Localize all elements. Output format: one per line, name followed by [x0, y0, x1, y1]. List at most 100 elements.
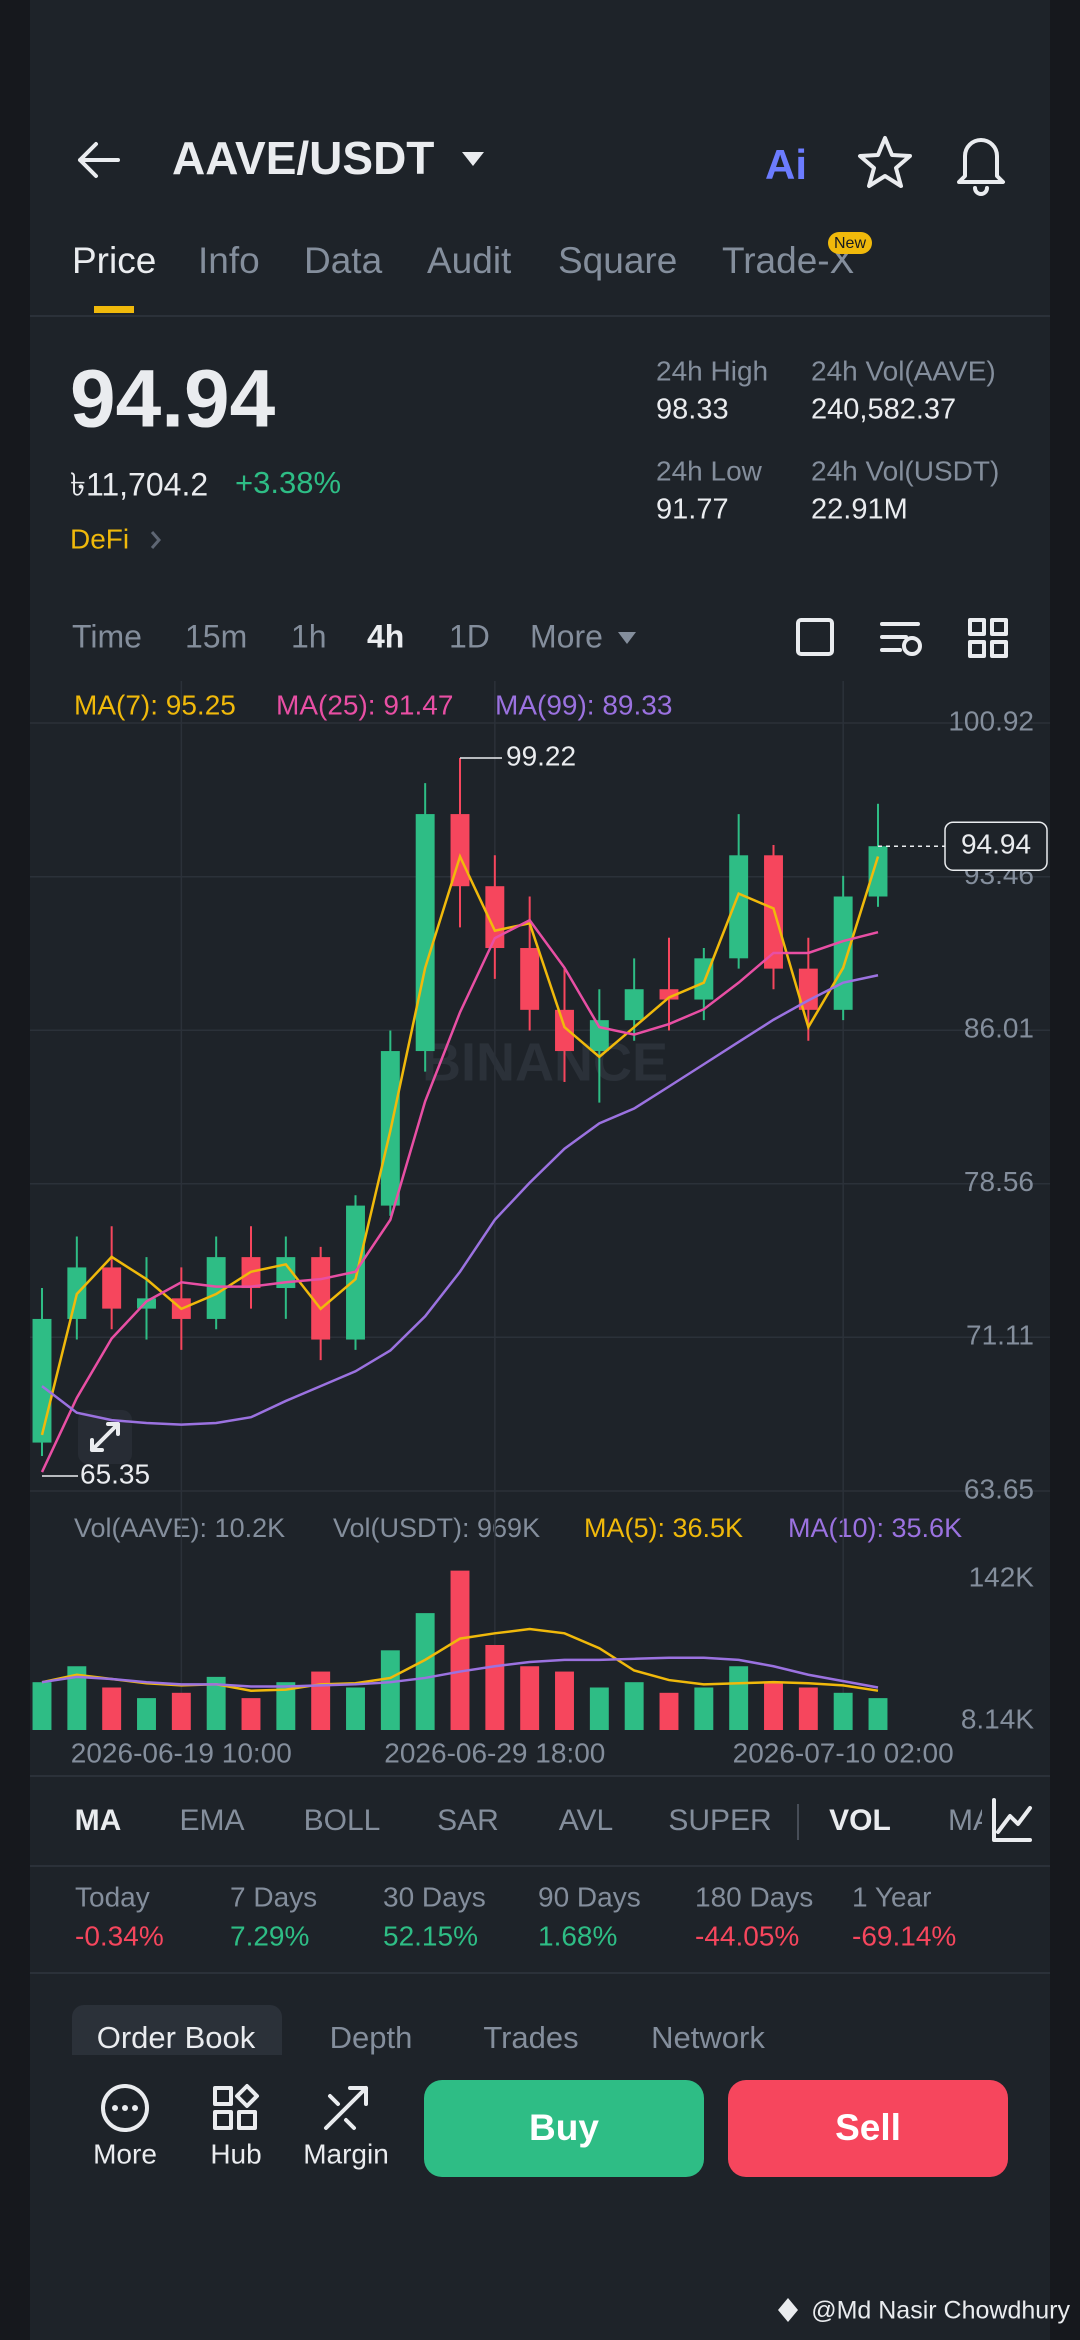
volume-bar: [380, 1650, 400, 1730]
perf-value: -44.05%: [695, 1920, 799, 1951]
settings-icon[interactable]: [880, 622, 920, 652]
x-tick-label: 2026-07-10 02:00: [733, 1737, 954, 1768]
price-change: +3.38%: [235, 465, 341, 500]
stat-value: 22.91M: [811, 494, 908, 526]
indicator-tab[interactable]: EMA: [179, 1804, 244, 1837]
tab[interactable]: Info: [198, 240, 260, 281]
book-tab[interactable]: Order Book: [97, 2020, 256, 2055]
volume-bar: [798, 1687, 818, 1730]
action-label[interactable]: Margin: [303, 2138, 389, 2169]
y-tick-label: 71.11: [966, 1320, 1034, 1351]
perf-value: -69.14%: [852, 1920, 956, 1951]
perf-value: 52.15%: [383, 1920, 478, 1951]
interval[interactable]: More: [530, 618, 603, 654]
interval[interactable]: 1h: [291, 618, 327, 654]
sector-tag[interactable]: DeFi: [70, 523, 129, 554]
ma-legend: MA(25): 91.47: [276, 689, 453, 720]
volume-bar: [624, 1682, 644, 1730]
candle-body: [833, 896, 853, 1010]
action-label[interactable]: More: [93, 2138, 157, 2169]
more-caret: [618, 632, 636, 644]
alert-button[interactable]: [957, 138, 1005, 196]
interval[interactable]: 1D: [449, 618, 490, 654]
tab[interactable]: Square: [558, 240, 677, 281]
volume-bar: [276, 1682, 296, 1730]
volume-tick-label: 142K: [969, 1562, 1035, 1593]
candle-body: [659, 989, 679, 1000]
book-tab[interactable]: Depth: [330, 2020, 413, 2055]
buy-label[interactable]: Buy: [529, 2107, 599, 2148]
perf-label: 180 Days: [695, 1881, 813, 1912]
book-tab[interactable]: Trades: [483, 2020, 578, 2055]
ma-legend: MA(99): 89.33: [495, 689, 672, 720]
last-price: 94.94: [70, 354, 276, 445]
last-price-badge: [944, 821, 1048, 871]
y-tick-label: 100.92: [948, 705, 1034, 736]
credit-watermark: @Md Nasir Chowdhury: [811, 2297, 1070, 2325]
volume-bar: [415, 1613, 435, 1730]
volume-bar: [171, 1692, 191, 1730]
action-label[interactable]: Hub: [210, 2138, 261, 2169]
candle-body: [485, 886, 505, 949]
tab-indicator: [94, 306, 134, 313]
hub-icon[interactable]: [213, 2084, 259, 2130]
tab[interactable]: Audit: [427, 240, 512, 281]
candle-body: [206, 1257, 226, 1319]
tab[interactable]: Price: [72, 240, 156, 281]
indicator-tab[interactable]: SAR: [437, 1804, 499, 1837]
volume-bar: [241, 1698, 261, 1730]
perf-value: -0.34%: [75, 1920, 164, 1951]
high-label: 99.22: [506, 740, 576, 771]
interval[interactable]: 15m: [185, 618, 247, 654]
volume-bar: [137, 1698, 156, 1730]
favorite-button[interactable]: [858, 136, 912, 188]
book-tab[interactable]: Network: [651, 2020, 765, 2055]
volume-bar: [659, 1692, 679, 1730]
margin-icon[interactable]: [324, 2086, 368, 2130]
more-icon[interactable]: [101, 2084, 149, 2132]
low-label: 65.35: [80, 1458, 150, 1489]
ai-button[interactable]: Ai: [765, 141, 807, 188]
indicator-tab[interactable]: BOLL: [304, 1804, 381, 1837]
indicator-settings[interactable]: [992, 1798, 1032, 1842]
sell-label[interactable]: Sell: [835, 2107, 901, 2148]
candle-body: [798, 968, 818, 1010]
chart-tool-icon[interactable]: [796, 618, 834, 656]
indicator-tab[interactable]: MA: [948, 1804, 993, 1837]
pair-title[interactable]: AAVE/USDT: [172, 132, 434, 184]
tab[interactable]: Data: [304, 240, 383, 281]
buy-button[interactable]: [424, 2080, 704, 2177]
indicator-tab[interactable]: MA: [75, 1804, 122, 1837]
back-button[interactable]: [78, 142, 120, 178]
perf-value: 1.68%: [538, 1920, 617, 1951]
volume-bar: [311, 1671, 331, 1730]
layout-icon[interactable]: [968, 618, 1008, 658]
sell-button[interactable]: [728, 2080, 1008, 2177]
y-tick-label: 63.65: [964, 1473, 1034, 1504]
perf-label: 1 Year: [852, 1881, 931, 1912]
candle-body: [729, 855, 749, 959]
interval[interactable]: 4h: [367, 618, 404, 654]
perf-value: 7.29%: [230, 1920, 309, 1951]
expand-icon: [90, 1422, 120, 1452]
y-tick-label: 78.56: [964, 1166, 1034, 1197]
volume-legend: MA(10): 35.6K: [788, 1513, 962, 1543]
volume-bar: [67, 1666, 87, 1730]
candle-body: [868, 846, 888, 897]
volume-bar: [833, 1692, 853, 1730]
new-badge: New: [834, 235, 866, 252]
indicator-tab[interactable]: VOL: [829, 1804, 891, 1837]
candle-body: [137, 1298, 156, 1309]
volume-bar: [589, 1687, 609, 1730]
candle-body: [415, 814, 435, 1052]
candle-body: [311, 1257, 331, 1340]
pair-dropdown[interactable]: [462, 152, 484, 166]
interval[interactable]: Time: [72, 618, 142, 654]
app-panel: [30, 0, 1050, 2340]
indicator-tab[interactable]: AVL: [559, 1804, 613, 1837]
indicator-tab[interactable]: SUPER: [668, 1804, 771, 1837]
new-badge-bg: [828, 232, 872, 254]
local-price: ৳11,704.2: [70, 466, 208, 502]
